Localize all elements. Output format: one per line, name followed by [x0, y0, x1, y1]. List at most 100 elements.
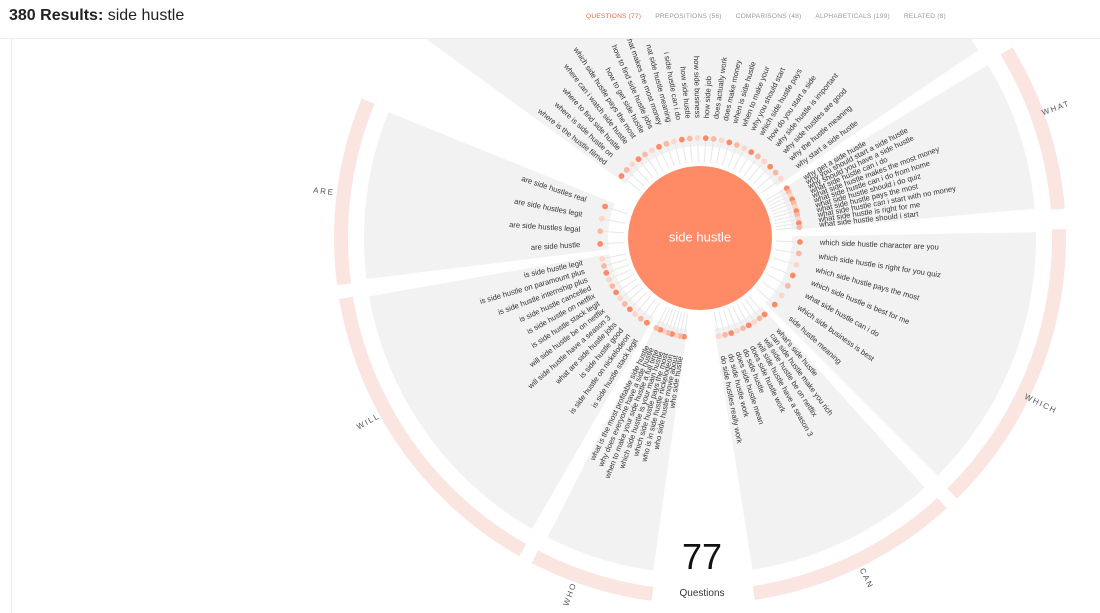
question-spoke	[733, 151, 743, 171]
question-dot[interactable]	[767, 163, 774, 170]
question-dot[interactable]	[702, 135, 709, 142]
question-dot[interactable]	[686, 135, 693, 142]
question-dot[interactable]	[603, 269, 610, 276]
question-dot[interactable]	[617, 295, 624, 302]
question-dot[interactable]	[663, 140, 670, 147]
question-dot[interactable]	[710, 136, 717, 142]
question-dot[interactable]	[656, 143, 662, 150]
question-dot[interactable]	[621, 301, 628, 307]
ring-segment-what[interactable]	[1000, 47, 1065, 210]
question-spoke	[605, 218, 626, 224]
question-dot[interactable]	[728, 330, 735, 336]
question-dot[interactable]	[648, 147, 655, 154]
question-dot[interactable]	[795, 250, 802, 257]
tab-comparisons[interactable]: COMPARISONS (48)	[735, 13, 802, 20]
question-spoke	[689, 142, 693, 163]
question-spoke	[715, 144, 722, 164]
question-dot[interactable]	[678, 136, 685, 143]
question-dot[interactable]	[793, 261, 800, 268]
question-dot[interactable]	[726, 139, 733, 146]
question-dot[interactable]	[734, 327, 741, 334]
question-dot[interactable]	[643, 319, 650, 326]
result-tabs: QUESTIONS (77) PREPOSITIONS (56) COMPARI…	[586, 13, 953, 20]
question-dot[interactable]	[796, 224, 803, 231]
question-spoke	[612, 269, 632, 279]
tab-questions[interactable]: QUESTIONS (77)	[586, 13, 642, 20]
question-dot[interactable]	[642, 151, 648, 158]
question-spoke	[661, 307, 671, 327]
question-dot[interactable]	[748, 149, 755, 155]
question-dot[interactable]	[598, 215, 605, 222]
question-dot[interactable]	[626, 306, 633, 313]
question-dot[interactable]	[629, 161, 636, 168]
question-dot[interactable]	[745, 322, 752, 329]
question-dot[interactable]	[618, 173, 625, 179]
question-dot[interactable]	[623, 167, 630, 173]
question-dot[interactable]	[602, 203, 608, 210]
question-spoke	[774, 219, 795, 225]
question-dot[interactable]	[653, 325, 660, 331]
question-dot[interactable]	[733, 142, 740, 148]
question-dot[interactable]	[740, 325, 746, 332]
question-dot[interactable]	[635, 156, 642, 163]
question-dot[interactable]	[761, 158, 768, 165]
question-dot[interactable]	[609, 283, 616, 289]
question-spoke	[642, 298, 656, 316]
tab-related[interactable]: RELATED (8)	[903, 13, 946, 20]
question-dot[interactable]	[599, 256, 606, 262]
question-dot[interactable]	[597, 240, 604, 247]
question-dot[interactable]	[772, 169, 779, 176]
question-label[interactable]: how side business	[692, 56, 702, 118]
question-dot[interactable]	[761, 311, 768, 318]
question-dot[interactable]	[778, 292, 785, 299]
question-dot[interactable]	[777, 175, 784, 182]
sector-who	[547, 319, 688, 571]
question-label[interactable]: how side job	[702, 76, 713, 119]
tab-alphabeticals[interactable]: ALPHABETICALS (199)	[815, 13, 890, 20]
question-dot[interactable]	[601, 263, 607, 269]
question-dot[interactable]	[751, 319, 758, 325]
ring-segment-which[interactable]	[947, 229, 1066, 499]
question-dot[interactable]	[754, 153, 761, 160]
question-label[interactable]: are side hustle	[531, 240, 581, 252]
question-spoke	[627, 287, 644, 302]
question-spoke	[727, 308, 737, 328]
questions-total: 77	[681, 536, 723, 577]
question-dot[interactable]	[741, 145, 748, 152]
question-spoke	[727, 148, 736, 168]
question-dot[interactable]	[694, 135, 701, 141]
question-spoke	[684, 312, 689, 333]
question-dot[interactable]	[789, 272, 796, 279]
question-spoke	[606, 253, 626, 259]
question-spoke	[667, 147, 675, 167]
question-dot[interactable]	[597, 228, 604, 235]
question-spoke	[773, 257, 793, 265]
ring-segment-can[interactable]	[752, 497, 947, 600]
group-label-are: ARE	[313, 186, 335, 198]
question-dot[interactable]	[613, 289, 619, 296]
question-dot[interactable]	[771, 301, 778, 308]
ring-segment-are[interactable]	[333, 98, 375, 286]
question-dot[interactable]	[784, 282, 791, 289]
question-dot[interactable]	[715, 333, 722, 340]
ring-segment-will[interactable]	[339, 296, 527, 557]
question-dot[interactable]	[797, 239, 803, 245]
sector-will	[369, 253, 654, 529]
question-dot[interactable]	[606, 276, 612, 283]
center-keyword-circle[interactable]	[628, 166, 772, 310]
question-spoke	[623, 283, 640, 297]
question-spoke	[740, 301, 753, 319]
question-dot[interactable]	[637, 315, 644, 322]
question-spoke	[624, 178, 641, 192]
question-dot[interactable]	[722, 331, 728, 338]
tab-prepositions[interactable]: PREPOSITIONS (56)	[655, 13, 722, 20]
question-dot[interactable]	[632, 311, 639, 318]
question-dot[interactable]	[756, 315, 763, 322]
question-spoke	[668, 309, 677, 330]
question-dot[interactable]	[671, 138, 677, 145]
ring-segment-who[interactable]	[531, 550, 654, 601]
question-spoke	[615, 274, 634, 285]
question-dot[interactable]	[718, 137, 725, 144]
question-spoke	[752, 169, 768, 185]
question-spoke	[608, 207, 629, 215]
